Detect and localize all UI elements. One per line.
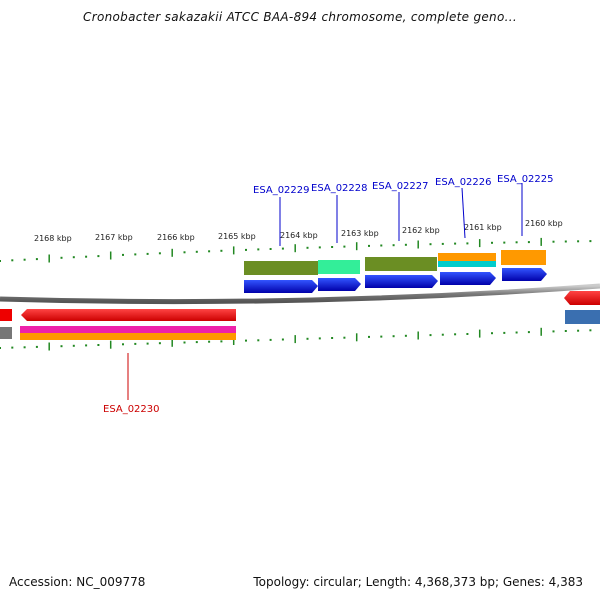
kbp-label: 2168 kbp xyxy=(34,234,72,243)
ruler-ticks-top xyxy=(0,237,592,263)
gene-label-esa02228[interactable]: ESA_02228 xyxy=(311,183,368,194)
olive-feature[interactable] xyxy=(244,261,318,275)
magenta-feature[interactable] xyxy=(20,326,236,333)
gene-label-esa02227[interactable]: ESA_02227 xyxy=(372,181,429,192)
ruler-ticks-bottom xyxy=(0,327,592,351)
orange-feature[interactable] xyxy=(438,253,496,261)
gene-esa02228-arrow[interactable] xyxy=(318,278,361,291)
gene-esa02229-arrow[interactable] xyxy=(244,280,318,293)
gene-label-esa02229[interactable]: ESA_02229 xyxy=(253,185,310,196)
kbp-label: 2162 kbp xyxy=(402,226,440,235)
feature-track-upper xyxy=(244,250,546,275)
kbp-label: 2166 kbp xyxy=(157,233,195,242)
topology-text: Topology: circular; Length: 4,368,373 bp… xyxy=(253,575,583,589)
orange-feature[interactable] xyxy=(20,333,236,340)
kbp-label: 2164 kbp xyxy=(280,231,318,240)
gene-label-esa02230[interactable]: ESA_02230 xyxy=(103,404,160,415)
olive-feature[interactable] xyxy=(365,257,437,271)
gene-esa02227-arrow[interactable] xyxy=(365,275,438,288)
kbp-label: 2167 kbp xyxy=(95,233,133,242)
map-title: Cronobacter sakazakii ATCC BAA-894 chrom… xyxy=(83,10,517,24)
accession-text: Accession: NC_009778 xyxy=(9,575,146,589)
red-arrow-right-edge[interactable] xyxy=(564,291,600,305)
gene-label-esa02225[interactable]: ESA_02225 xyxy=(497,174,554,185)
cyan-feature[interactable] xyxy=(438,261,496,267)
label-leader xyxy=(461,187,466,239)
cds-forward-track xyxy=(244,268,547,293)
kbp-label: 2161 kbp xyxy=(464,223,502,232)
chromosome-backbone xyxy=(0,283,600,305)
red-feature-edge[interactable] xyxy=(0,309,12,321)
gene-esa02226-arrow[interactable] xyxy=(440,272,496,285)
aqua-feature[interactable] xyxy=(318,260,360,274)
gene-label-esa02226[interactable]: ESA_02226 xyxy=(435,177,492,188)
kbp-label: 2160 kbp xyxy=(525,219,563,228)
orange-feature[interactable] xyxy=(501,250,546,265)
steel-feature-right-edge[interactable] xyxy=(565,310,600,324)
kbp-label: 2163 kbp xyxy=(341,229,379,238)
grey-feature-edge[interactable] xyxy=(0,327,12,339)
kbp-label: 2165 kbp xyxy=(218,232,256,241)
gene-esa02225-arrow[interactable] xyxy=(502,268,547,281)
cds-reverse-track xyxy=(0,291,600,340)
gene-esa02230-arrow[interactable] xyxy=(21,309,236,321)
